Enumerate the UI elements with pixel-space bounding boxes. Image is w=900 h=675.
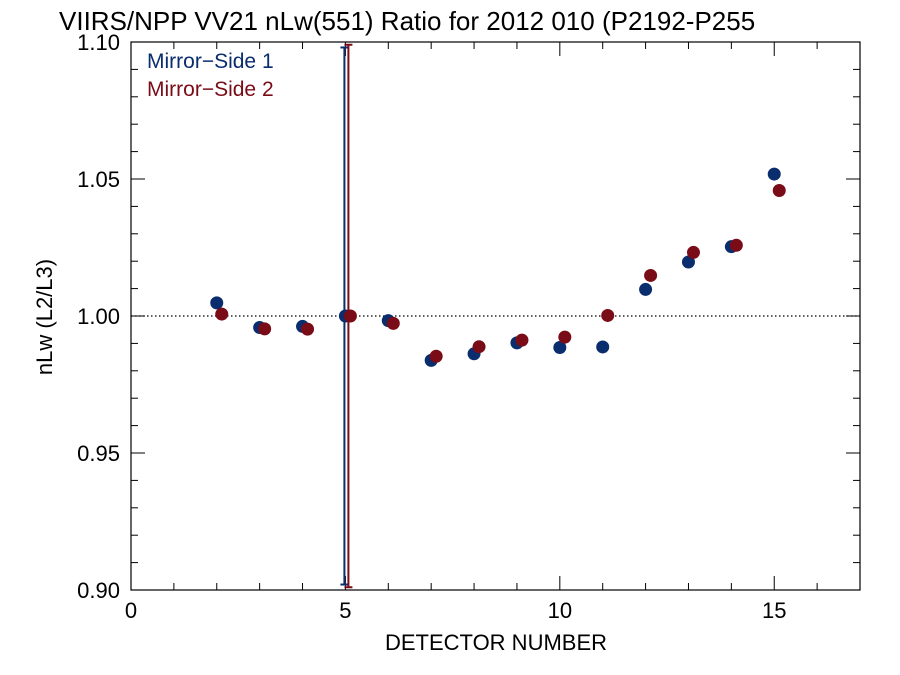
chart-title: VIIRS/NPP VV21 nLw(551) Ratio for 2012 0… [59, 6, 755, 36]
data-point [210, 296, 224, 310]
data-point [644, 268, 658, 282]
y-axis-label: nLw (L2/L3) [32, 259, 57, 375]
data-point [515, 333, 529, 347]
data-point [596, 340, 610, 354]
y-tick-label: 0.90 [77, 578, 120, 603]
legend: Mirror−Side 1 Mirror−Side 2 [147, 50, 274, 101]
legend-entry: Mirror−Side 1 [147, 50, 274, 73]
data-point [558, 330, 572, 344]
x-tick-label: 0 [125, 598, 137, 623]
data-point [429, 349, 443, 363]
data-point [729, 238, 743, 252]
data-point [767, 167, 781, 181]
data-point [553, 341, 567, 355]
y-tick-label: 1.05 [77, 167, 120, 192]
y-tick-label: 1.00 [77, 304, 120, 329]
x-tick-label: 5 [339, 598, 351, 623]
data-point [258, 322, 272, 336]
data-point [772, 184, 786, 198]
plot-area [130, 41, 861, 591]
x-axis-label: DETECTOR NUMBER [385, 630, 607, 655]
data-point [601, 308, 615, 322]
data-point [639, 282, 653, 296]
data-marks [210, 43, 786, 589]
y-tick-label: 0.95 [77, 441, 120, 466]
x-tick-label: 15 [762, 598, 786, 623]
axis-tick-labels: 0 5 10 15 0.90 0.95 1.00 1.05 1.10 [77, 30, 786, 623]
data-point [301, 322, 315, 336]
data-point [215, 307, 229, 321]
data-point [686, 245, 700, 259]
data-point [386, 316, 400, 330]
x-tick-label: 10 [548, 598, 572, 623]
data-point [472, 340, 486, 354]
y-tick-label: 1.10 [77, 30, 120, 55]
legend-entry: Mirror−Side 2 [147, 78, 274, 101]
data-point [343, 309, 357, 323]
data-point [681, 255, 695, 269]
